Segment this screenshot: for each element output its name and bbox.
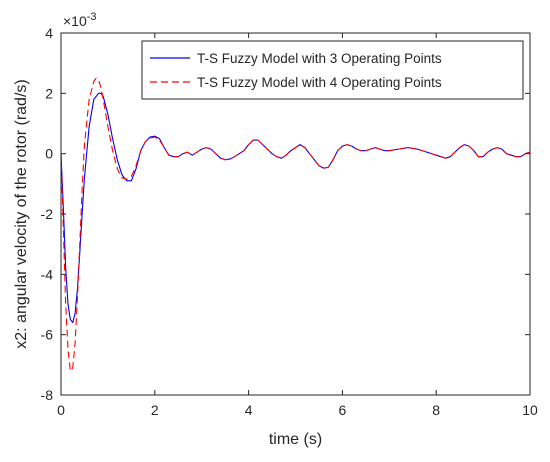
y-tick-label: -4	[41, 266, 54, 282]
y-tick-label: -8	[41, 387, 54, 403]
legend-label-2: T-S Fuzzy Model with 4 Operating Points	[197, 75, 442, 90]
x-tick-label: 4	[245, 402, 253, 418]
y-scale-exponent-base: ×10	[63, 13, 87, 29]
x-tick-label: 6	[339, 402, 347, 418]
series-line-2	[60, 77, 531, 372]
ticks-layer: 0 2 4 6 8 10 -8 -6 -4 -2 0 2 4	[41, 25, 538, 418]
x-axis-label: time (s)	[269, 431, 322, 448]
x-tick-label: 10	[522, 402, 538, 418]
x-tick-label: 8	[432, 402, 440, 418]
x-tick-label: 2	[151, 402, 159, 418]
y-axis-label: x2: angular velocity of the rotor (rad/s…	[13, 79, 30, 348]
y-tick-label: -6	[41, 327, 54, 343]
y-scale-exponent: ×10-3	[63, 11, 97, 29]
legend-box	[141, 40, 524, 100]
y-tick-label: 0	[45, 146, 53, 162]
x-tick-label: 0	[57, 402, 65, 418]
legend-label-1: T-S Fuzzy Model with 3 Operating Points	[197, 51, 442, 66]
y-tick-label: 4	[45, 25, 53, 41]
series-layer	[60, 77, 531, 372]
y-scale-exponent-power: -3	[87, 11, 97, 23]
legend: T-S Fuzzy Model with 3 Operating Points T…	[141, 40, 524, 100]
y-tick-label: 2	[45, 85, 53, 101]
y-tick-label: -2	[41, 206, 54, 222]
